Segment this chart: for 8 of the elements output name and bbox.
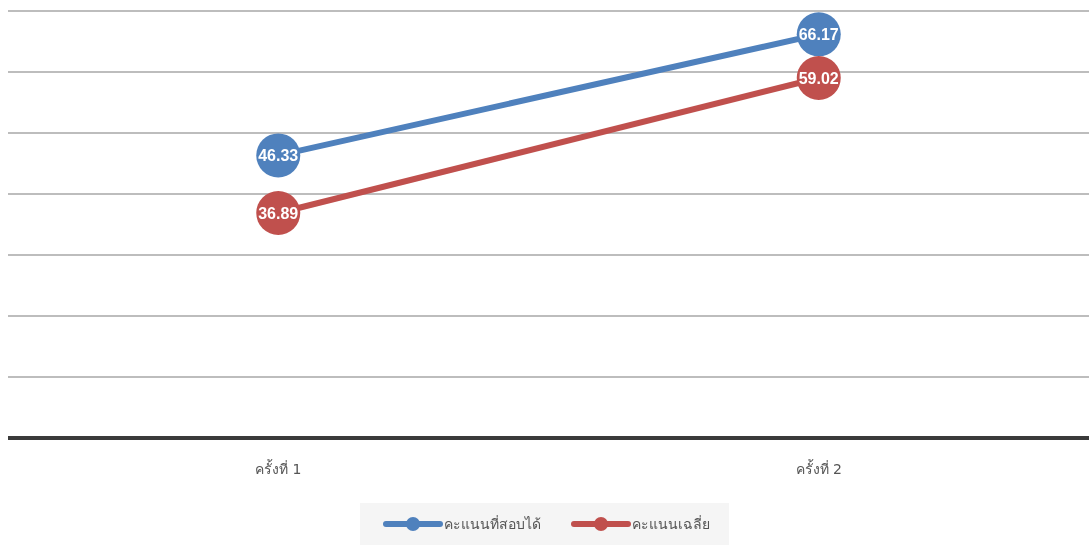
- x-tick-label: ครั้งที่ 1: [255, 459, 302, 477]
- data-label: 46.33: [258, 146, 299, 164]
- x-tick-label: ครั้งที่ 2: [795, 459, 842, 477]
- data-label: 59.02: [798, 69, 839, 87]
- data-label: 66.17: [798, 25, 839, 43]
- data-label: 36.89: [258, 204, 299, 222]
- legend-label: คะแนนที่สอบได้: [444, 514, 541, 532]
- legend-label: คะแนนเฉลี่ย: [632, 514, 710, 532]
